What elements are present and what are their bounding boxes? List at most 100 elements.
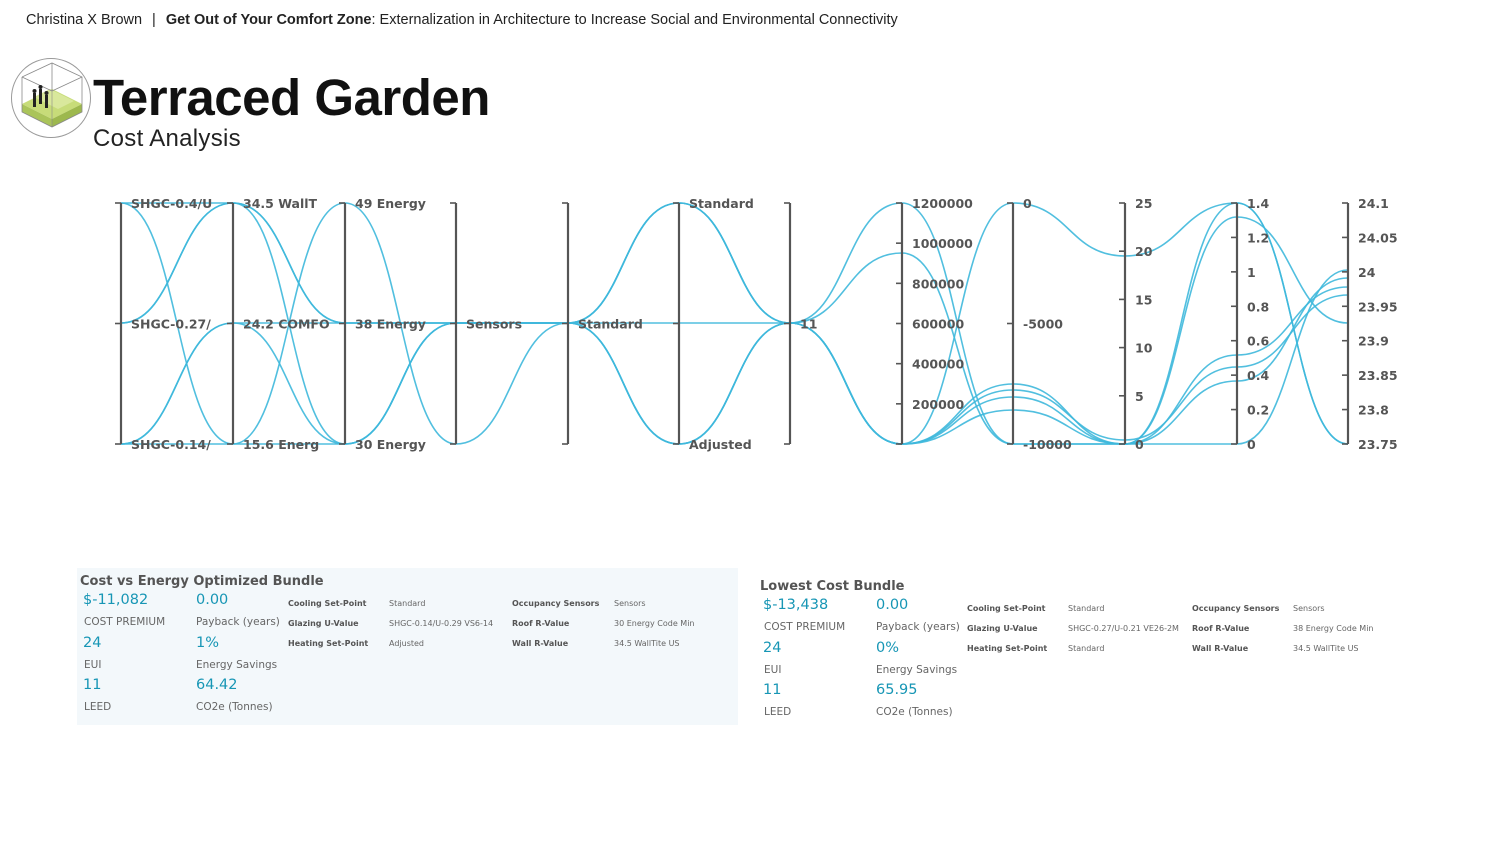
leed-label: LEED: [84, 701, 112, 713]
param-value: SHGC-0.14/U-0.29 VS6-14: [389, 619, 494, 628]
param-key: Glazing U-Value: [967, 624, 1038, 633]
tick-label: 24.2 COMFO: [243, 317, 330, 332]
param-key: Occupancy Sensors: [1192, 604, 1280, 613]
tick-label: 0.4: [1247, 368, 1269, 383]
tick-label: Sensors: [466, 317, 522, 332]
tick-label: 0.2: [1247, 403, 1269, 418]
eui-value: 24: [83, 635, 102, 651]
tick-label: 34.5 WallT: [243, 196, 318, 211]
tick-label: 0: [1135, 437, 1144, 452]
tick-label: 1: [1247, 265, 1256, 280]
bundle-title: Cost vs Energy Optimized Bundle: [80, 574, 324, 589]
terraced-garden-logo-icon: [11, 58, 91, 138]
tick-label: 38 Energy: [355, 317, 426, 332]
tick-label: 15: [1135, 292, 1152, 307]
tick-label: 23.75: [1358, 437, 1398, 452]
param-key: Occupancy Sensors: [512, 599, 600, 608]
tick-label: 11: [800, 317, 817, 332]
tick-label: 1.2: [1247, 230, 1269, 245]
tick-label: 1.4: [1247, 196, 1269, 211]
param-key: Heating Set-Point: [967, 644, 1048, 653]
tick-label: 24: [1358, 265, 1376, 280]
param-key: Wall R-Value: [512, 639, 569, 648]
tick-label: Standard: [689, 196, 754, 211]
cost-premium-label: COST PREMIUM: [764, 621, 846, 633]
co2e-value: 65.95: [876, 682, 918, 698]
header-line: Christina X Brown | Get Out of Your Comfor…: [26, 12, 898, 28]
eui-label: EUI: [764, 664, 782, 676]
tick-label: 1000000: [912, 236, 973, 251]
cost-premium-label: COST PREMIUM: [84, 616, 166, 628]
tick-label: 600000: [912, 317, 964, 332]
payback-label: Payback (years): [876, 621, 960, 633]
tick-label: 0.8: [1247, 299, 1269, 314]
tick-label: Standard: [578, 317, 643, 332]
co2e-value: 64.42: [196, 677, 238, 693]
payback-label: Payback (years): [196, 616, 280, 628]
tick-label: 400000: [912, 357, 964, 372]
tick-label: 800000: [912, 276, 964, 291]
leed-value: 11: [763, 682, 782, 698]
eui-label: EUI: [84, 659, 102, 671]
tick-label: 1200000: [912, 196, 973, 211]
tick-label: -5000: [1023, 317, 1063, 332]
series-line: [120, 277, 1349, 445]
header-separator: |: [152, 12, 156, 28]
tick-label: SHGC-0.4/U: [131, 196, 212, 211]
param-key: Glazing U-Value: [288, 619, 359, 628]
tick-label: 23.9: [1358, 334, 1389, 349]
bundle-panel-cost-energy: Cost vs Energy Optimized Bundle $-11,082…: [77, 568, 738, 725]
tick-label: 24.1: [1358, 196, 1389, 211]
tick-label: 30 Energy: [355, 437, 426, 452]
tick-label: 24.05: [1358, 230, 1398, 245]
energy-savings-value: 1%: [196, 635, 220, 651]
energy-savings-label: Energy Savings: [876, 664, 958, 676]
leed-value: 11: [83, 677, 102, 693]
param-key: Roof R-Value: [1192, 624, 1250, 633]
page-title: Terraced Garden: [93, 69, 490, 126]
thesis-subtitle: : Externalization in Architecture to Inc…: [371, 12, 898, 28]
bundle-title: Lowest Cost Bundle: [760, 579, 905, 594]
page-subtitle: Cost Analysis: [93, 125, 241, 152]
param-value: 30 Energy Code Min: [614, 619, 695, 628]
series-line: [120, 202, 1349, 445]
series-line: [120, 202, 1349, 445]
tick-label: -10000: [1023, 437, 1072, 452]
payback-value: 0.00: [196, 592, 229, 608]
param-value: Sensors: [1293, 604, 1325, 613]
tick-label: Adjusted: [689, 437, 752, 452]
energy-savings-value: 0%: [876, 640, 900, 656]
author-name: Christina X Brown: [26, 12, 143, 28]
eui-value: 24: [763, 640, 782, 656]
co2e-label: CO2e (Tonnes): [196, 701, 273, 713]
tick-label: 23.95: [1358, 299, 1398, 314]
energy-savings-label: Energy Savings: [196, 659, 278, 671]
tick-label: 49 Energy: [355, 196, 426, 211]
param-key: Roof R-Value: [512, 619, 570, 628]
tick-label: 5: [1135, 389, 1144, 404]
param-key: Cooling Set-Point: [967, 604, 1046, 613]
tick-label: 0: [1023, 196, 1032, 211]
leed-label: LEED: [764, 706, 792, 718]
tick-label: 10: [1135, 341, 1153, 356]
param-value: Adjusted: [389, 639, 425, 648]
param-value: 34.5 WallTite US: [1293, 644, 1359, 653]
tick-label: SHGC-0.27/: [131, 317, 211, 332]
tick-label: 25: [1135, 196, 1152, 211]
tick-label: 23.8: [1358, 403, 1389, 418]
tick-label: 15.6 Energ: [243, 437, 319, 452]
tick-label: 23.85: [1358, 368, 1398, 383]
param-value: Standard: [1068, 604, 1105, 613]
param-value: Sensors: [614, 599, 646, 608]
tick-label: SHGC-0.14/: [131, 437, 211, 452]
tick-label: 0: [1247, 437, 1256, 452]
tick-label: 20: [1135, 244, 1153, 259]
thesis-title: Get Out of Your Comfort Zone: [165, 12, 372, 28]
bundle-panel-lowest-cost: Lowest Cost Bundle $-13,438 COST PREMIUM…: [754, 573, 1454, 730]
param-key: Heating Set-Point: [288, 639, 369, 648]
param-key: Wall R-Value: [1192, 644, 1249, 653]
series-line: [121, 286, 1349, 445]
co2e-label: CO2e (Tonnes): [876, 706, 953, 718]
tick-label: 0.6: [1247, 334, 1269, 349]
